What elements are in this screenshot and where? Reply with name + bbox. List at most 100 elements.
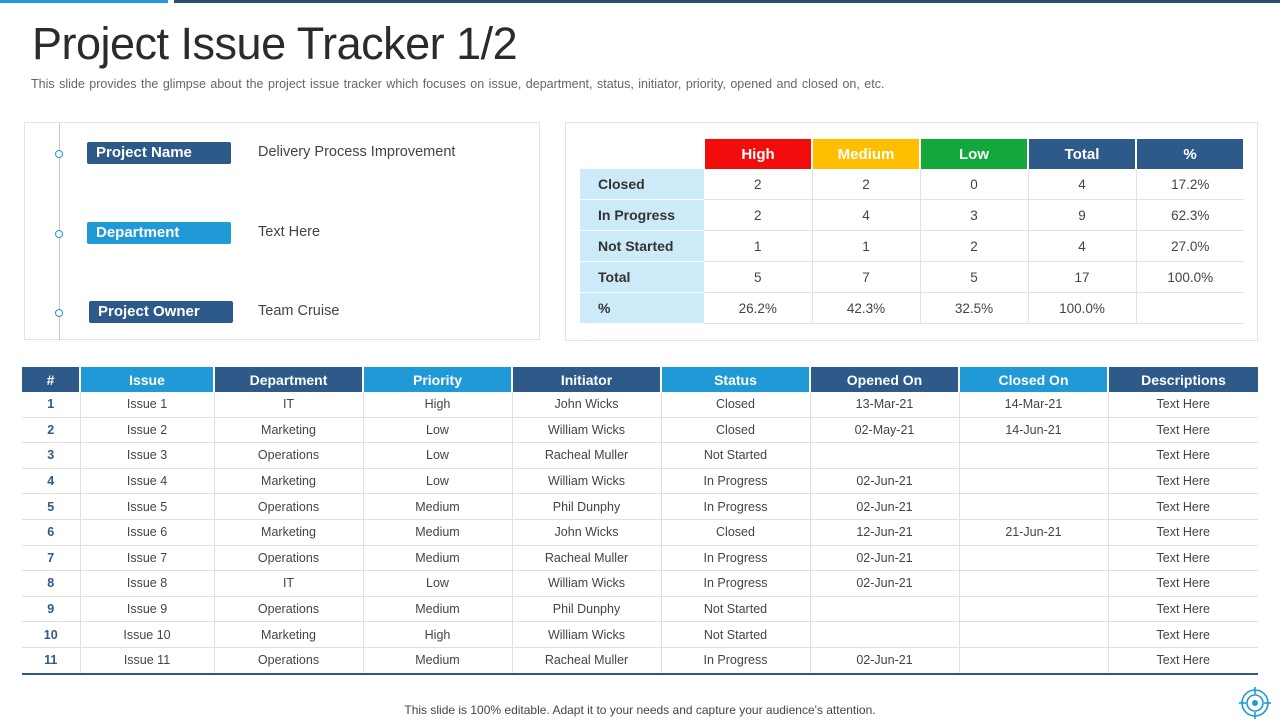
issue-header-cell: Closed On (959, 367, 1109, 392)
table-cell: Phil Dunphy (512, 493, 662, 520)
table-cell: Medium (363, 493, 513, 520)
summary-header-low: Low (920, 139, 1029, 169)
table-cell: Text Here (1108, 392, 1258, 418)
table-row: 5 Issue 5 Operations Medium Phil Dunphy In Pr… (22, 493, 1258, 520)
summary-row: % 26.2% 42.3% 32.5% 100.0% (580, 292, 1244, 324)
issue-header-cell: Initiator (512, 367, 662, 392)
summary-cell: 3 (920, 199, 1029, 231)
table-cell: 02-Jun-21 (810, 570, 960, 597)
table-cell: Not Started (661, 442, 811, 469)
summary-cell: 9 (1028, 199, 1137, 231)
table-cell: William Wicks (512, 570, 662, 597)
summary-cell: 7 (812, 261, 921, 293)
table-cell: Text Here (1108, 417, 1258, 444)
table-cell: Medium (363, 519, 513, 546)
table-cell: Text Here (1108, 468, 1258, 495)
row-number: 7 (22, 545, 81, 572)
table-cell: Medium (363, 545, 513, 572)
summary-header-medium: Medium (812, 139, 921, 169)
project-owner-row: Project Owner Team Cruise (25, 301, 539, 326)
summary-row: Closed 2 2 0 4 17.2% (580, 169, 1244, 200)
summary-header-row: High Medium Low Total % (580, 139, 1245, 169)
table-row: 11 Issue 11 Operations Medium Racheal Muller… (22, 647, 1258, 675)
summary-cell: 5 (704, 261, 813, 293)
table-cell (959, 468, 1109, 495)
table-cell: Closed (661, 417, 811, 444)
table-cell: 02-Jun-21 (810, 545, 960, 572)
table-cell: Operations (214, 493, 364, 520)
table-cell: William Wicks (512, 468, 662, 495)
table-cell: Racheal Muller (512, 442, 662, 469)
table-cell: John Wicks (512, 392, 662, 418)
summary-cell: 27.0% (1136, 230, 1244, 262)
table-cell: Marketing (214, 417, 364, 444)
table-cell (959, 493, 1109, 520)
table-cell (959, 545, 1109, 572)
summary-row-label: Not Started (580, 230, 704, 262)
issue-header-cell: # (22, 367, 81, 392)
project-name-row: Project Name Delivery Process Improvemen… (25, 142, 539, 167)
table-cell: Issue 6 (80, 519, 215, 546)
summary-cell: 4 (1028, 169, 1137, 200)
project-name-label: Project Name (87, 142, 231, 164)
table-cell: Closed (661, 519, 811, 546)
row-number: 8 (22, 570, 81, 597)
project-owner-value: Team Cruise (258, 303, 340, 319)
table-row: 8 Issue 8 IT Low William Wicks In Progress 02-… (22, 570, 1258, 597)
table-cell: 12-Jun-21 (810, 519, 960, 546)
table-cell: Text Here (1108, 621, 1258, 648)
table-row: 6 Issue 6 Marketing Medium John Wicks Closed 1… (22, 519, 1258, 546)
table-cell (959, 570, 1109, 597)
table-cell (810, 442, 960, 469)
table-cell: In Progress (661, 647, 811, 675)
table-cell (959, 442, 1109, 469)
summary-table: High Medium Low Total % Closed 2 2 0 4 17.2% I… (580, 139, 1245, 324)
row-number: 5 (22, 493, 81, 520)
table-row: 2 Issue 2 Marketing Low William Wicks Closed 0… (22, 417, 1258, 444)
summary-cell: 2 (920, 230, 1029, 262)
table-cell: Issue 10 (80, 621, 215, 648)
summary-row: In Progress 2 4 3 9 62.3% (580, 199, 1244, 231)
table-cell: John Wicks (512, 519, 662, 546)
table-cell: Issue 1 (80, 392, 215, 418)
table-cell: Text Here (1108, 519, 1258, 546)
table-row: 10 Issue 10 Marketing High William Wicks Not … (22, 621, 1258, 648)
row-number: 10 (22, 621, 81, 648)
top-accent-bar-right (174, 0, 1280, 3)
table-cell: In Progress (661, 570, 811, 597)
table-cell: In Progress (661, 468, 811, 495)
table-cell: Issue 7 (80, 545, 215, 572)
table-cell: Operations (214, 545, 364, 572)
table-cell: Medium (363, 596, 513, 623)
table-cell: Operations (214, 442, 364, 469)
table-cell: Operations (214, 596, 364, 623)
table-cell: IT (214, 570, 364, 597)
table-cell: Low (363, 417, 513, 444)
summary-row-label: % (580, 292, 704, 324)
table-cell: 21-Jun-21 (959, 519, 1109, 546)
page-title: Project Issue Tracker 1/2 (32, 18, 518, 69)
table-cell: William Wicks (512, 621, 662, 648)
issue-header-cell: Issue (80, 367, 215, 392)
table-cell: Issue 4 (80, 468, 215, 495)
summary-cell: 17.2% (1136, 169, 1244, 200)
timeline-dot (55, 309, 63, 317)
table-cell: Not Started (661, 621, 811, 648)
table-row: 7 Issue 7 Operations Medium Racheal Muller In… (22, 545, 1258, 572)
issue-table: # Issue Department Priority Initiator Status O… (22, 367, 1258, 675)
table-cell: William Wicks (512, 417, 662, 444)
table-cell: 14-Mar-21 (959, 392, 1109, 418)
summary-row-label: Closed (580, 169, 704, 200)
department-row: Department Text Here (25, 222, 539, 247)
table-cell: In Progress (661, 493, 811, 520)
table-cell: Issue 3 (80, 442, 215, 469)
row-number: 3 (22, 442, 81, 469)
table-row: 4 Issue 4 Marketing Low William Wicks In Prog… (22, 468, 1258, 495)
table-cell (810, 621, 960, 648)
table-cell: IT (214, 392, 364, 418)
project-info-panel: Project Name Delivery Process Improvemen… (24, 122, 540, 340)
summary-header-total: Total (1028, 139, 1137, 169)
target-icon (1239, 687, 1271, 719)
summary-panel (565, 122, 1258, 341)
summary-cell: 100.0% (1028, 292, 1137, 324)
